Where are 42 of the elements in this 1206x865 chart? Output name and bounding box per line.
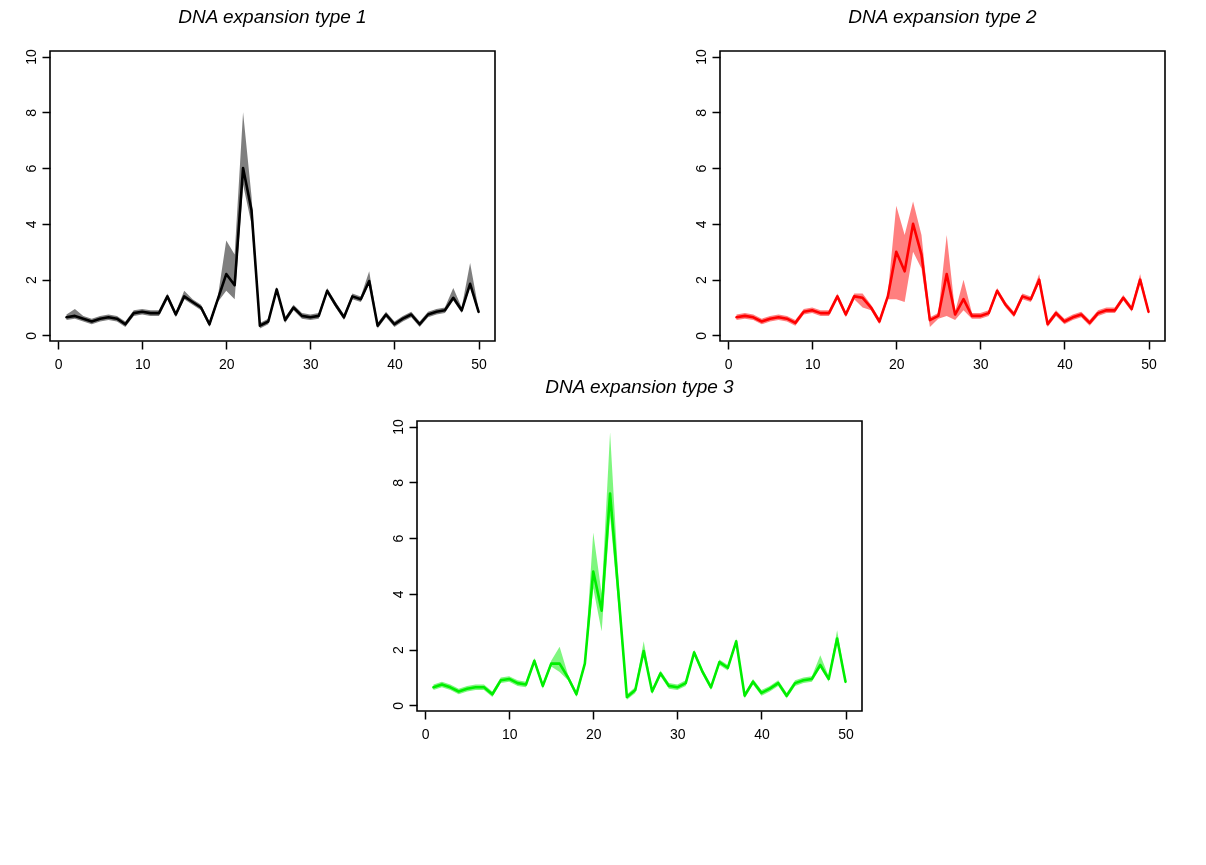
y-tick-label: 6 [692,164,709,173]
y-tick-label: 6 [22,164,39,173]
y-tick-label: 4 [692,220,709,229]
x-tick-label: 30 [973,355,989,372]
x-tick-label: 40 [1057,355,1073,372]
x-tick-label: 10 [134,355,151,372]
x-tick-label: 0 [421,725,430,742]
y-tick-label: 0 [389,701,406,710]
y-tick-label: 8 [692,108,709,117]
y-tick-label: 8 [22,108,39,117]
line-series [432,492,847,699]
x-tick-label: 40 [387,355,403,372]
chart-title: DNA expansion type 2 [848,5,1038,27]
y-tick-label: 8 [389,478,406,487]
y-tick-label: 4 [22,220,39,229]
line-series [65,166,480,327]
chart-title: DNA expansion type 3 [545,375,735,397]
x-tick-label: 50 [1141,355,1158,372]
y-tick-label: 0 [692,331,709,340]
y-tick-label: 10 [389,419,406,435]
x-tick-label: 10 [501,725,518,742]
x-tick-label: 0 [54,355,63,372]
x-tick-label: 0 [724,355,733,372]
x-tick-label: 20 [218,355,235,372]
y-tick-label: 2 [692,276,709,285]
y-tick-label: 10 [692,49,709,65]
x-tick-label: 30 [303,355,319,372]
x-tick-label: 40 [754,725,770,742]
line-series [735,222,1150,326]
x-tick-label: 20 [585,725,602,742]
x-tick-label: 20 [888,355,905,372]
chart-title: DNA expansion type 1 [178,5,367,27]
y-tick-label: 6 [389,534,406,543]
y-tick-label: 2 [389,646,406,655]
x-tick-label: 50 [838,725,855,742]
x-tick-label: 10 [804,355,821,372]
y-tick-label: 0 [22,331,39,340]
y-tick-label: 10 [22,49,39,65]
x-tick-label: 30 [670,725,686,742]
x-tick-label: 50 [471,355,488,372]
y-tick-label: 2 [22,276,39,285]
y-tick-label: 4 [389,590,406,599]
